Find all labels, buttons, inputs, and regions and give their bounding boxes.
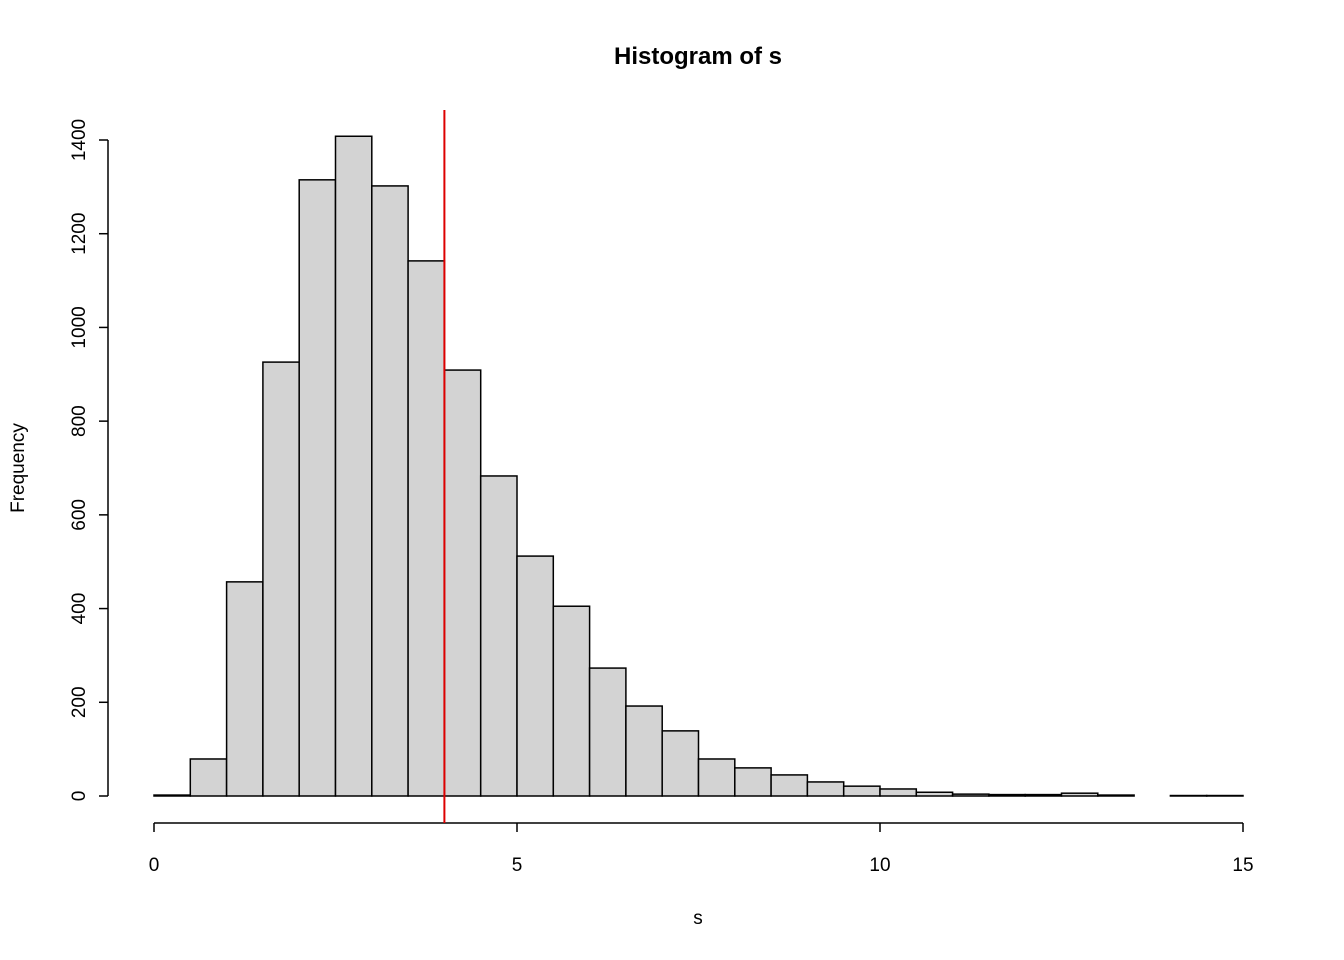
bar — [625, 705, 663, 797]
bar — [770, 774, 809, 797]
bar — [988, 793, 1026, 797]
bar — [552, 605, 591, 797]
bar — [225, 581, 264, 797]
x-tick-label: 0 — [149, 855, 160, 876]
y-tick-label: 800 — [69, 405, 90, 437]
bar — [262, 361, 300, 797]
y-tick-label: 200 — [69, 686, 90, 718]
bar — [1060, 792, 1099, 797]
bar — [661, 730, 700, 797]
bar — [407, 260, 446, 797]
bar — [371, 185, 409, 797]
bar — [842, 785, 881, 797]
x-axis-label: s — [693, 908, 703, 929]
bar — [951, 793, 990, 797]
bar — [697, 758, 736, 797]
bar — [334, 135, 373, 797]
x-tick-label: 15 — [1232, 855, 1253, 876]
chart-title: Histogram of s — [614, 43, 782, 70]
y-tick-label: 600 — [69, 499, 90, 531]
y-tick-label: 0 — [69, 791, 90, 802]
y-tick-label: 400 — [69, 593, 90, 625]
x-tick-label: 10 — [869, 855, 890, 876]
bar — [1024, 793, 1063, 797]
bar — [479, 475, 518, 797]
bar — [1097, 794, 1135, 797]
y-axis-label: Frequency — [8, 423, 29, 513]
bar — [879, 788, 918, 797]
bar — [153, 794, 192, 797]
y-tick-label: 1000 — [69, 306, 90, 348]
bar — [516, 555, 555, 797]
y-tick-label: 1400 — [69, 119, 90, 161]
bar — [298, 179, 337, 797]
bar — [806, 781, 845, 797]
bar — [443, 369, 482, 797]
bar — [189, 758, 228, 797]
bar — [588, 667, 627, 797]
y-tick-label: 1200 — [69, 213, 90, 255]
bar — [915, 791, 954, 797]
x-tick-label: 5 — [512, 855, 523, 876]
bar — [734, 767, 772, 797]
